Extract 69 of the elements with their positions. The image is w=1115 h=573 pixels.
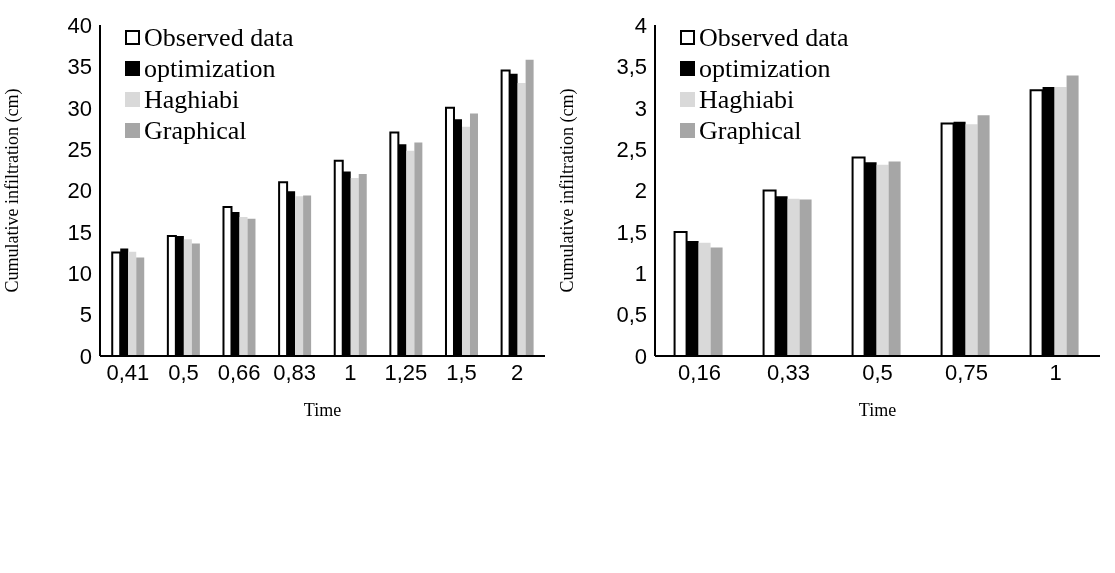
y-tick-label: 2,5: [616, 136, 647, 162]
bar: [965, 124, 978, 356]
y-axis-title: Cumulative infiltration (cm): [557, 88, 579, 293]
y-tick-label: 10: [67, 261, 92, 287]
bar: [1054, 87, 1067, 356]
y-tick-label: 35: [67, 54, 92, 80]
bar: [414, 142, 423, 356]
y-tick-label: 3,5: [616, 54, 647, 80]
bar: [787, 198, 800, 356]
legend-label: Observed data: [144, 22, 294, 53]
x-tick-label: 0,41: [106, 359, 150, 385]
bar: [698, 242, 711, 356]
bar: [525, 59, 534, 356]
x-tick-label: 0,66: [217, 359, 261, 385]
bar: [888, 161, 901, 356]
bar: [710, 247, 723, 356]
y-axis-title: Cumulative infiltration (cm): [2, 88, 24, 293]
legend-label: Haghiabi: [144, 84, 240, 115]
bar: [295, 196, 304, 356]
y-tick-label: 0,5: [616, 302, 647, 328]
bar: [358, 173, 367, 356]
legend-label: Graphical: [144, 115, 247, 146]
x-tick-label: 1: [344, 359, 357, 385]
y-tick-label: 5: [79, 302, 92, 328]
y-tick-label: 2: [634, 178, 647, 204]
x-tick-label: 0,16: [678, 359, 721, 385]
bar: [406, 150, 415, 356]
x-tick-label: 0,75: [945, 359, 988, 385]
x-tick-label: 2: [511, 359, 524, 385]
y-tick-label: 30: [67, 95, 92, 121]
x-tick-label: 1,5: [446, 359, 477, 385]
y-tick-label: 25: [67, 136, 92, 162]
legend-label: Observed data: [699, 22, 849, 53]
y-tick-label: 4: [634, 12, 647, 38]
bar: [136, 257, 145, 356]
legend-label: Graphical: [699, 115, 802, 146]
x-axis-title: Time: [858, 400, 897, 420]
bar: [239, 216, 248, 356]
y-tick-label: 15: [67, 219, 92, 245]
x-tick-label: 1,25: [384, 359, 428, 385]
bar: [303, 195, 312, 356]
bar: [1066, 75, 1079, 356]
bar: [350, 178, 359, 356]
x-tick-label: 1: [1049, 359, 1062, 385]
y-tick-label: 40: [67, 12, 92, 38]
bar: [876, 164, 889, 356]
bar: [799, 199, 812, 356]
bar: [128, 251, 137, 356]
bar: [977, 115, 990, 356]
x-axis-title: Time: [303, 400, 342, 420]
bar: [517, 82, 526, 356]
y-tick-label: 0: [79, 343, 92, 369]
y-tick-label: 1: [634, 261, 647, 287]
bar: [247, 218, 256, 356]
y-tick-label: 1,5: [616, 219, 647, 245]
bar: [461, 126, 470, 356]
legend-label: optimization: [144, 53, 276, 84]
y-tick-label: 3: [634, 95, 647, 121]
x-tick-label: 0,5: [862, 359, 893, 385]
y-tick-label: 0: [634, 343, 647, 369]
legend-label: optimization: [699, 53, 831, 84]
bar: [183, 239, 192, 356]
y-tick-label: 20: [67, 178, 92, 204]
legend-label: Haghiabi: [699, 84, 795, 115]
x-tick-label: 0,33: [767, 359, 810, 385]
bar: [469, 113, 478, 356]
bar: [191, 243, 200, 356]
x-tick-label: 0,5: [168, 359, 199, 385]
x-tick-label: 0,83: [273, 359, 317, 385]
